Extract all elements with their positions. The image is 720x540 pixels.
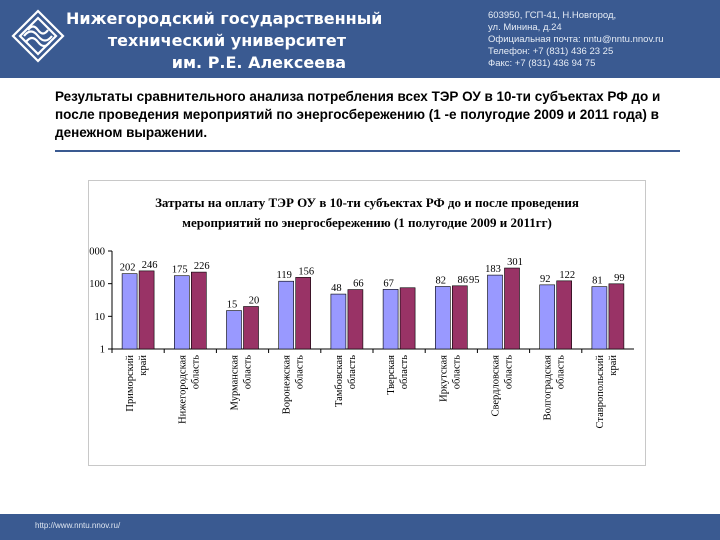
bar <box>138 270 155 350</box>
data-label: 226 <box>194 261 210 272</box>
category-label: область <box>295 355 306 389</box>
category-label: Воронежская <box>282 355 293 414</box>
bar <box>191 271 207 350</box>
chart-title-line: Затраты на оплату ТЭР ОУ в 10-ти субъект… <box>155 195 579 210</box>
bar <box>330 293 347 350</box>
header-banner: Нижегородский государственный технически… <box>0 0 720 78</box>
bar <box>174 275 190 350</box>
bar <box>399 287 416 350</box>
university-name-line: технический университет <box>107 31 346 50</box>
bar <box>591 286 608 350</box>
contact-info: 603950, ГСП-41, Н.Новгород, ул. Минина, … <box>488 10 664 70</box>
footer-url: http://www.nntu.nnov.ru/ <box>35 521 121 530</box>
data-label: 119 <box>277 270 292 281</box>
bar <box>382 289 399 350</box>
category-label: Свердловская <box>491 355 502 417</box>
category-label: Мурманская <box>230 355 241 411</box>
category-label: Ставропольский <box>595 355 606 429</box>
data-label: 156 <box>298 266 314 277</box>
y-tick-label: 10 <box>95 312 106 323</box>
bar <box>608 283 625 350</box>
data-label: 67 <box>383 278 394 289</box>
data-label: 183 <box>485 264 501 275</box>
category-label: область <box>243 355 254 389</box>
data-label: 246 <box>142 260 158 271</box>
university-logo <box>11 9 65 63</box>
contact-line: Телефон: +7 (831) 436 23 25 <box>488 46 614 57</box>
data-label: 202 <box>120 263 136 274</box>
y-tick-label: 1 <box>100 345 105 356</box>
chart-title: Затраты на оплату ТЭР ОУ в 10-ти субъект… <box>89 193 645 233</box>
data-label: 81 <box>592 276 603 287</box>
bar <box>451 285 468 350</box>
data-label: 48 <box>331 283 342 294</box>
chart-title-line: мероприятий по энергосбережению (1 полуг… <box>182 215 552 230</box>
y-tick-label: 100 <box>89 279 105 290</box>
data-label: 99 <box>614 273 625 284</box>
chart-panel: Затраты на оплату ТЭР ОУ в 10-ти субъект… <box>88 180 646 466</box>
contact-line: 603950, ГСП-41, Н.Новгород, <box>488 10 617 21</box>
data-label: 82 <box>436 275 447 286</box>
bar <box>121 273 138 350</box>
category-label: край <box>608 355 619 376</box>
data-label: 95 <box>469 275 480 286</box>
category-label: Тамбовская <box>334 355 345 407</box>
bar <box>243 306 259 350</box>
university-name-line: Нижегородский государственный <box>66 9 383 28</box>
footer-bar: http://www.nntu.nnov.ru/ <box>0 514 720 540</box>
bar <box>504 267 520 350</box>
bar <box>295 277 311 350</box>
data-label: 15 <box>227 300 238 311</box>
category-label: область <box>556 355 567 389</box>
data-label: 175 <box>172 265 188 276</box>
data-label: 92 <box>540 274 551 285</box>
category-label: Волгоградская <box>543 355 554 420</box>
bar <box>278 280 294 350</box>
contact-line: Факс: +7 (831) 436 94 75 <box>488 58 596 69</box>
heading-divider <box>55 150 680 152</box>
category-label: область <box>347 355 358 389</box>
university-name-line: им. Р.Е. Алексеева <box>171 53 346 72</box>
data-label: 122 <box>559 270 575 281</box>
category-label: Нижегородская <box>177 355 188 424</box>
contact-line: Официальная почта: nntu@nntu.nnov.ru <box>488 34 664 45</box>
data-label: 20 <box>249 295 260 306</box>
category-label: область <box>399 355 410 389</box>
bar <box>347 289 364 350</box>
bar <box>226 310 242 350</box>
data-label: 66 <box>353 279 364 290</box>
data-label: 86 <box>458 275 469 286</box>
category-label: область <box>504 355 515 389</box>
university-name: Нижегородский государственный технически… <box>66 8 383 74</box>
bar <box>487 274 503 350</box>
data-label: 301 <box>507 257 523 268</box>
slide-heading: Результаты сравнительного анализа потреб… <box>55 89 661 140</box>
contact-line: ул. Минина, д.24 <box>488 22 562 33</box>
category-label: область <box>190 355 201 389</box>
category-label: Иркутская <box>438 355 449 402</box>
bar <box>434 286 451 350</box>
y-tick-label: 1 000 <box>89 247 105 258</box>
category-label: область <box>451 355 462 389</box>
bar <box>556 280 573 350</box>
category-label: край <box>138 355 149 376</box>
bar <box>539 284 556 350</box>
category-label: Тверская <box>386 355 397 395</box>
category-label: Приморский <box>125 355 136 412</box>
bar-chart: 1 000100101млн.руб.202246Приморскийкрай1… <box>89 247 634 429</box>
